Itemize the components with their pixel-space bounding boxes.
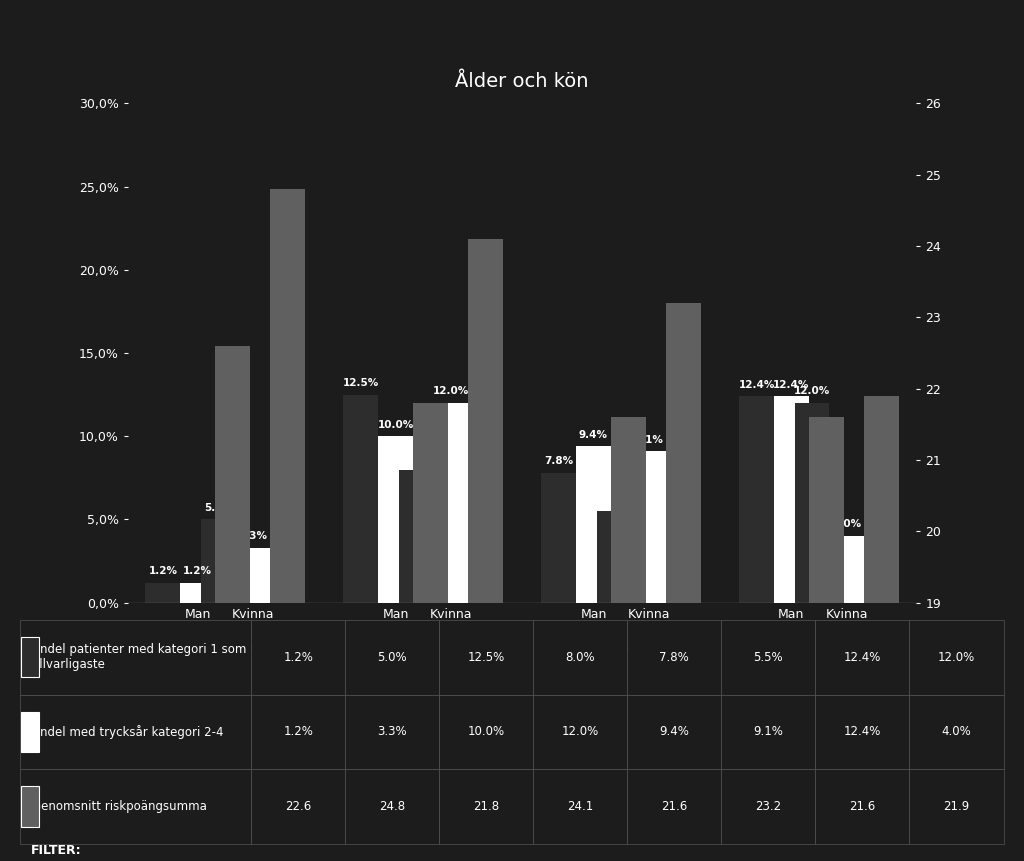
Bar bbox=[201, 519, 236, 603]
Text: FILTER:: FILTER: bbox=[31, 844, 81, 857]
Bar bbox=[215, 346, 250, 861]
Text: 9.4%: 9.4% bbox=[579, 430, 608, 440]
Bar bbox=[433, 403, 468, 603]
Text: 5.0%: 5.0% bbox=[204, 503, 232, 513]
Bar bbox=[611, 418, 646, 861]
Bar bbox=[542, 473, 577, 603]
Title: Ålder och kön: Ålder och kön bbox=[456, 71, 589, 90]
Bar bbox=[864, 396, 899, 861]
FancyBboxPatch shape bbox=[22, 637, 39, 678]
Bar bbox=[809, 418, 844, 861]
Bar bbox=[236, 548, 270, 603]
FancyBboxPatch shape bbox=[22, 786, 39, 827]
Text: 7.8%: 7.8% bbox=[544, 456, 573, 466]
Bar bbox=[739, 396, 774, 603]
Bar bbox=[398, 469, 433, 603]
Bar bbox=[774, 396, 809, 603]
Text: 10.0%: 10.0% bbox=[378, 419, 414, 430]
Text: 4.0%: 4.0% bbox=[833, 519, 861, 530]
Bar bbox=[343, 394, 378, 603]
Text: 12.4%: 12.4% bbox=[773, 380, 810, 390]
Bar bbox=[632, 451, 667, 603]
Text: 18 till 60: 18 till 60 bbox=[198, 641, 253, 654]
Bar bbox=[180, 583, 215, 603]
Text: 9.1%: 9.1% bbox=[635, 435, 664, 444]
Text: 12.0%: 12.0% bbox=[794, 387, 830, 396]
Text: 1.2%: 1.2% bbox=[183, 566, 212, 576]
Bar bbox=[597, 511, 632, 603]
Bar bbox=[577, 446, 611, 603]
Text: 8.0%: 8.0% bbox=[401, 453, 431, 463]
Text: 70 till 79: 70 till 79 bbox=[594, 641, 649, 654]
Bar bbox=[270, 189, 305, 861]
Bar bbox=[795, 403, 829, 603]
Bar bbox=[468, 238, 503, 861]
Text: 12.4%: 12.4% bbox=[738, 380, 775, 390]
Bar bbox=[378, 437, 413, 603]
Text: 12.5%: 12.5% bbox=[343, 378, 379, 388]
Text: 61 till 69: 61 till 69 bbox=[396, 641, 451, 654]
Text: 5.5%: 5.5% bbox=[600, 494, 629, 505]
Bar bbox=[829, 536, 864, 603]
Bar bbox=[145, 583, 180, 603]
Bar bbox=[667, 303, 701, 861]
Text: 1.2%: 1.2% bbox=[148, 566, 177, 576]
Text: 80 och över: 80 och över bbox=[782, 641, 856, 654]
FancyBboxPatch shape bbox=[22, 712, 39, 752]
Text: 3.3%: 3.3% bbox=[239, 531, 267, 541]
Bar bbox=[413, 403, 447, 861]
Text: 12.0%: 12.0% bbox=[433, 387, 469, 396]
